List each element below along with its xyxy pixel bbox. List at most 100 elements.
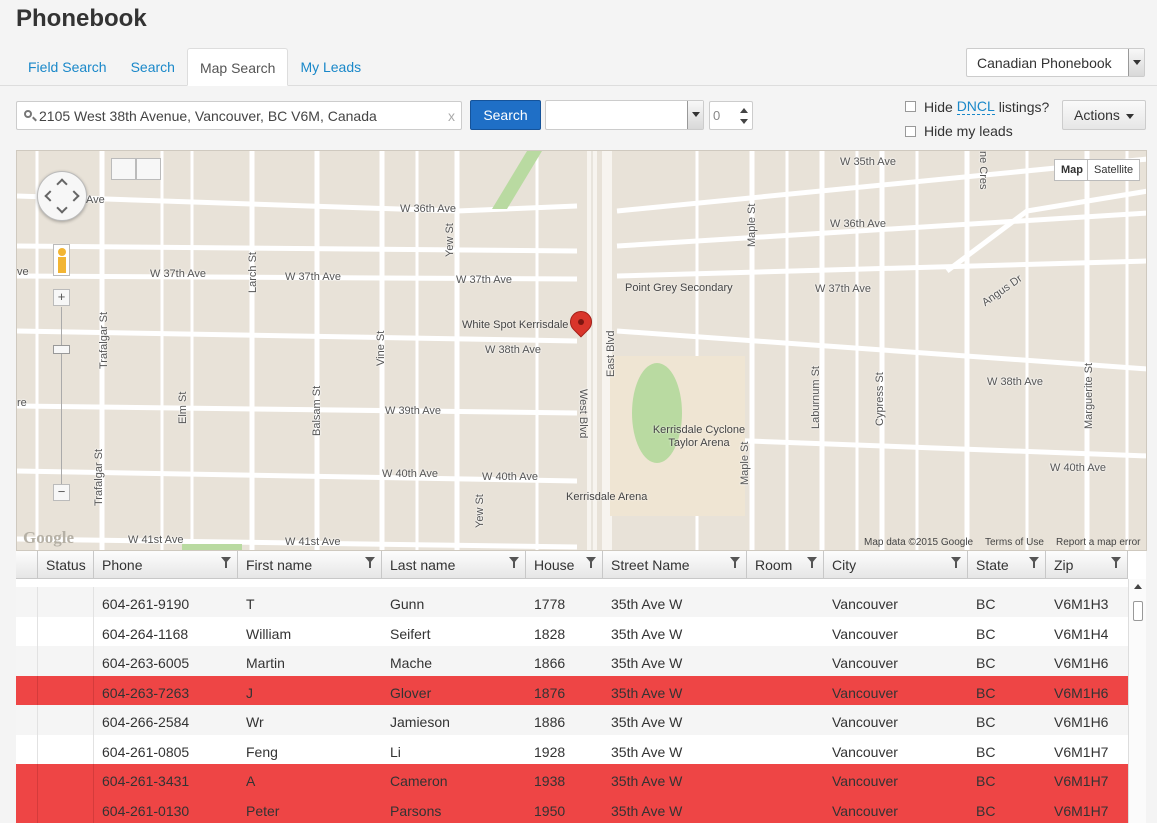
scroll-up-icon[interactable] bbox=[1134, 584, 1142, 589]
column-header-city[interactable]: City bbox=[824, 551, 968, 579]
table-row[interactable]: 604-261-0805 Feng Li 1928 35th Ave W Vancouve… bbox=[16, 734, 1128, 765]
hide-dncl-checkbox[interactable] bbox=[905, 101, 916, 112]
street-label: W 38th Ave bbox=[987, 376, 1044, 388]
street-label: Elm St bbox=[177, 391, 189, 424]
pan-left-icon[interactable] bbox=[44, 190, 56, 202]
zoom-out-icon[interactable]: − bbox=[53, 484, 70, 501]
filter-icon[interactable] bbox=[586, 557, 596, 568]
column-header-house[interactable]: House bbox=[526, 551, 603, 579]
pan-down-icon[interactable] bbox=[56, 202, 68, 214]
street-label: W 35th Ave bbox=[840, 156, 897, 168]
phone-cell: 604-261-0130 bbox=[102, 802, 190, 819]
city-cell: Vancouver bbox=[832, 655, 898, 671]
address-search-input[interactable]: 2105 West 38th Avenue, Vancouver, BC V6M… bbox=[16, 101, 462, 130]
grid-scrollbar[interactable] bbox=[1128, 579, 1146, 823]
column-header-label: City bbox=[832, 557, 857, 573]
tab-map-search[interactable]: Map Search bbox=[186, 48, 289, 86]
zip-cell: V6M1H4 bbox=[1054, 625, 1109, 642]
column-header-room[interactable]: Room bbox=[747, 551, 824, 579]
app-title: Phonebook bbox=[16, 5, 147, 32]
house-cell: 1828 bbox=[534, 625, 566, 642]
actions-button[interactable]: Actions bbox=[1062, 100, 1146, 130]
map-roads bbox=[17, 151, 1146, 550]
column-header-last-name[interactable]: Last name bbox=[382, 551, 526, 579]
phone-cell: 604-263-6005 bbox=[102, 655, 190, 671]
search-button[interactable]: Search bbox=[470, 100, 541, 130]
state-cell: BC bbox=[976, 802, 996, 819]
column-header-status[interactable]: Status bbox=[38, 551, 94, 579]
count-stepper[interactable]: 0 bbox=[709, 101, 753, 130]
table-row[interactable]: 604-263-6005 Martin Mache 1866 35th Ave W Van… bbox=[16, 646, 1128, 676]
zip-cell: V6M1H6 bbox=[1054, 684, 1109, 701]
filter-icon[interactable] bbox=[365, 557, 375, 568]
column-header-first-name[interactable]: First name bbox=[238, 551, 382, 579]
state-cell: BC bbox=[976, 743, 996, 760]
column-header-label: Zip bbox=[1054, 557, 1074, 573]
zoom-in-icon[interactable]: + bbox=[53, 289, 70, 306]
filter-icon[interactable] bbox=[951, 557, 961, 568]
tab-field-search[interactable]: Field Search bbox=[28, 59, 107, 75]
status-cell bbox=[38, 587, 94, 617]
map-view[interactable]: W 35th Ave W 36th Ave W 36th Ave W 37th … bbox=[16, 150, 1147, 551]
pan-right-icon[interactable] bbox=[68, 190, 80, 202]
hide-my-leads-option: Hide my leads bbox=[905, 123, 1013, 139]
map-report-error-link[interactable]: Report a map error bbox=[1056, 537, 1141, 548]
table-row[interactable]: 604-261-3431 A Cameron 1938 35th Ave W Vancou… bbox=[16, 764, 1128, 794]
column-header-street-name[interactable]: Street Name bbox=[603, 551, 747, 579]
phone-cell: 604-261-9190 bbox=[102, 596, 190, 612]
filter-icon[interactable] bbox=[807, 557, 817, 568]
radius-select[interactable] bbox=[545, 100, 704, 130]
table-row[interactable]: 604-264-1168 William Seifert 1828 35th Ave W… bbox=[16, 616, 1128, 646]
last-name-cell: Jamieson bbox=[390, 714, 450, 730]
map-type-map-button[interactable]: Map bbox=[1054, 159, 1090, 181]
filter-icon[interactable] bbox=[509, 557, 519, 568]
pan-up-icon[interactable] bbox=[56, 178, 68, 190]
dncl-link[interactable]: DNCL bbox=[956, 98, 995, 115]
stepper-down-icon[interactable] bbox=[740, 119, 748, 124]
column-header-state[interactable]: State bbox=[968, 551, 1046, 579]
map-type-satellite-button[interactable]: Satellite bbox=[1087, 159, 1141, 181]
phonebook-select[interactable]: Canadian Phonebook bbox=[966, 48, 1145, 77]
column-header-select[interactable] bbox=[16, 551, 38, 579]
first-name-cell: Martin bbox=[246, 655, 285, 671]
room-cell bbox=[747, 587, 824, 617]
street-label: Yew St bbox=[474, 494, 486, 528]
column-header-zip[interactable]: Zip bbox=[1046, 551, 1128, 579]
first-name-cell: Feng bbox=[246, 743, 278, 760]
phonebook-select-toggle[interactable] bbox=[1128, 49, 1144, 76]
hand-tool-icon[interactable] bbox=[111, 158, 136, 180]
filter-icon[interactable] bbox=[221, 557, 231, 568]
column-header-label: Street Name bbox=[611, 557, 690, 573]
search-icon bbox=[24, 110, 32, 118]
filter-icon[interactable] bbox=[1029, 557, 1039, 568]
street-label: W 36th Ave bbox=[400, 203, 457, 215]
hide-my-leads-checkbox[interactable] bbox=[905, 125, 916, 137]
room-cell bbox=[747, 735, 824, 765]
tab-search[interactable]: Search bbox=[130, 59, 175, 75]
draw-shape-icon[interactable] bbox=[136, 158, 161, 180]
zip-cell: V6M1H6 bbox=[1054, 655, 1109, 671]
map-terms-link[interactable]: Terms of Use bbox=[985, 537, 1044, 548]
city-cell: Vancouver bbox=[832, 714, 898, 730]
house-cell: 1866 bbox=[534, 655, 566, 671]
zoom-track[interactable] bbox=[61, 307, 62, 492]
tab-my-leads[interactable]: My Leads bbox=[300, 59, 362, 75]
clear-icon[interactable]: x bbox=[448, 108, 455, 124]
street-view-pegman-icon[interactable] bbox=[53, 244, 70, 276]
filter-icon[interactable] bbox=[730, 557, 740, 568]
table-row[interactable]: 604-263-7263 J Glover 1876 35th Ave W Vancouv… bbox=[16, 675, 1128, 705]
street-name-cell: 35th Ave W bbox=[611, 802, 683, 819]
table-row[interactable]: 604-261-9190 T Gunn 1778 35th Ave W Vancouver… bbox=[16, 587, 1128, 617]
column-header-label: Last name bbox=[390, 557, 456, 573]
radius-select-toggle[interactable] bbox=[687, 101, 703, 129]
table-row[interactable]: 604-261-0130 Peter Parsons 1950 35th Ave W Va… bbox=[16, 793, 1128, 823]
stepper-up-icon[interactable] bbox=[740, 108, 748, 113]
filter-icon[interactable] bbox=[1111, 557, 1121, 568]
scroll-thumb[interactable] bbox=[1133, 601, 1143, 621]
street-label: Larch St bbox=[247, 252, 259, 293]
zoom-slider-handle[interactable] bbox=[53, 345, 70, 354]
pan-control[interactable] bbox=[37, 171, 87, 221]
first-name-cell: Peter bbox=[246, 802, 280, 819]
column-header-phone[interactable]: Phone bbox=[94, 551, 238, 579]
table-row[interactable]: 604-266-2584 Wr Jamieson 1886 35th Ave W Vanc… bbox=[16, 705, 1128, 735]
